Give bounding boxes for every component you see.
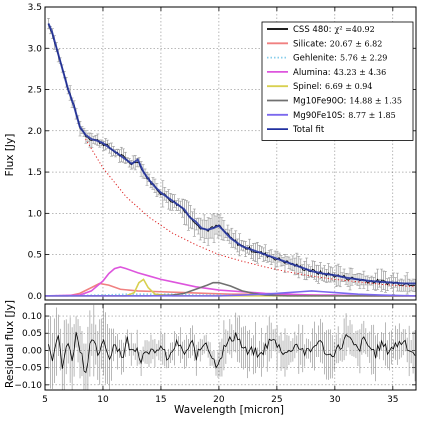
residual-panel: 5 10 15 20 25 30 35 −0.10 −0.05 0.00 0.05 0.10 <box>14 303 417 405</box>
residual-x-tick-label: 15 <box>155 395 166 405</box>
legend-entry-label: Alumina: 43.23 ± 4.36 <box>293 68 386 78</box>
legend-box <box>261 21 414 141</box>
legend-entry-label: Mg90Fe10S: 8.77 ± 1.85 <box>293 111 396 121</box>
residual-x-tick-label: 35 <box>387 395 398 405</box>
flux-y-tick-label: 2.5 <box>28 86 42 96</box>
residual-plot-area <box>48 304 416 390</box>
residual-x-tick-label: 30 <box>329 395 341 405</box>
legend-entry-label: Silicate: 20.67 ± 6.82 <box>293 39 382 49</box>
flux-y-tick-label: 2.0 <box>28 127 43 137</box>
flux-panel: 0.0 0.5 1.0 1.5 2.0 2.5 3.0 3.5 <box>28 3 417 302</box>
legend-entry-value: 20.67 ± 6.82 <box>330 39 383 48</box>
residual-y-tick-label: −0.10 <box>14 381 42 391</box>
flux-y-tick-label: 1.0 <box>28 209 43 219</box>
flux-y-tick-label: 3.5 <box>28 3 42 13</box>
residual-x-tick-label: 5 <box>42 395 48 405</box>
flux-y-tick-label: 0.5 <box>28 251 42 261</box>
legend-entry-value: 8.77 ± 1.85 <box>348 111 395 120</box>
legend-entry-value: 5.76 ± 2.29 <box>340 54 387 63</box>
legend-entry-value: 6.69 ± 0.94 <box>325 82 372 91</box>
residual-y-tick-label: 0.10 <box>22 312 42 322</box>
series-alumina-line <box>45 266 416 297</box>
legend-entry-value: 43.23 ± 4.36 <box>334 68 387 77</box>
legend-entry-label: Total fit <box>292 125 325 135</box>
legend-entry-label: CSS 480: χ² =40.92 <box>293 25 375 35</box>
legend-entry-value: χ² =40.92 <box>335 25 375 34</box>
flux-y-tick-label: 1.5 <box>28 168 42 178</box>
residual-error-bars <box>48 304 416 390</box>
residual-axis-label: Residual flux [Jy] <box>4 300 16 388</box>
residual-x-tick-label: 10 <box>97 395 109 405</box>
legend: CSS 480: χ² =40.92 Silicate: 20.67 ± 6.82 Ge… <box>261 21 414 141</box>
flux-y-tick-label: 3.0 <box>28 44 43 54</box>
wavelength-axis-label: Wavelength [micron] <box>174 404 284 416</box>
residual-y-tick-label: 0.00 <box>22 346 42 356</box>
residual-x-tick-label: 25 <box>271 395 282 405</box>
flux-y-tick-label: 0.0 <box>28 292 43 302</box>
flux-plot-area <box>45 18 416 297</box>
residual-y-tick-label: −0.05 <box>14 364 42 374</box>
flux-plot-frame <box>44 6 417 301</box>
residual-x-tick-label: 20 <box>213 395 225 405</box>
legend-entry-value: 14.88 ± 1.35 <box>349 97 402 106</box>
series-spinel-line <box>45 278 416 297</box>
series-total-fit-line <box>47 23 416 285</box>
series-mg90fe10s-line <box>45 290 416 297</box>
flux-error-bars <box>46 18 416 295</box>
residual-y-tick-label: 0.05 <box>22 329 42 339</box>
legend-entry-label: Spinel: 6.69 ± 0.94 <box>293 82 372 92</box>
flux-axis-label: Flux [Jy] <box>4 134 16 177</box>
residual-plot-frame <box>44 303 417 391</box>
legend-entry-label: Gehlenite: 5.76 ± 2.29 <box>293 54 387 64</box>
series-residual-line <box>48 331 416 374</box>
